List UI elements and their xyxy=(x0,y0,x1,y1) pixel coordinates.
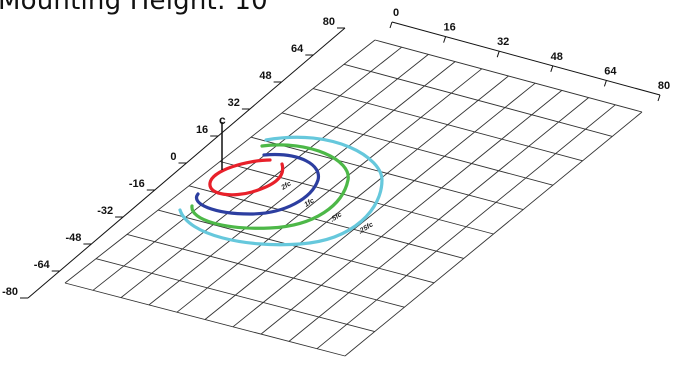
luminaire-pole: c xyxy=(219,113,226,170)
grid-line-vertical xyxy=(204,75,509,320)
left-axis-tick-label: -64 xyxy=(34,259,51,271)
left-axis-tick-label: -16 xyxy=(129,178,145,190)
left-axis-tick-label: -48 xyxy=(65,232,81,244)
grid-line-vertical xyxy=(316,104,616,350)
ground-grid xyxy=(64,39,643,357)
top-axis-tick xyxy=(550,65,554,72)
contour-line xyxy=(208,158,285,197)
contour-line xyxy=(194,152,320,216)
pole-label: c xyxy=(219,113,226,127)
grid-line-vertical xyxy=(120,54,429,298)
top-axis-tick-label: 0 xyxy=(393,7,399,19)
left-axis-tick-label: 80 xyxy=(323,16,335,28)
top-axis-tick xyxy=(603,80,607,87)
top-axis-tick-label: 64 xyxy=(604,65,617,77)
grid-line-vertical xyxy=(64,39,376,284)
contour-label: 2fc xyxy=(280,180,293,192)
axis-labels: 0 16 32 48 64 80 80 64 48 32 16 0 -16 -32 -48 -64 -80 xyxy=(2,7,670,298)
left-axis-tick-label: 0 xyxy=(170,151,176,163)
top-axis-tick-label: 80 xyxy=(658,80,670,92)
top-axis-tick xyxy=(443,36,447,43)
top-axis-tick xyxy=(496,51,500,58)
grid-line-vertical xyxy=(288,97,589,342)
left-axis-tick-label: -80 xyxy=(2,286,18,298)
top-axis-tick-label: 32 xyxy=(497,36,509,48)
left-axis-tick-label: 32 xyxy=(228,97,240,109)
top-axis-tick xyxy=(657,94,661,102)
grid-line-vertical xyxy=(232,82,536,328)
left-axis-tick-label: 64 xyxy=(291,43,304,55)
page-title: Mounting Height: 10 xyxy=(0,0,268,16)
grid-line-vertical xyxy=(344,111,643,357)
grid-line-vertical xyxy=(260,90,563,335)
axes xyxy=(20,21,661,299)
grid-line-vertical xyxy=(176,68,483,313)
top-axis-tick-label: 48 xyxy=(551,51,563,63)
top-axis-line xyxy=(391,21,661,96)
grid-line-vertical xyxy=(92,46,402,291)
top-axis-tick-label: 16 xyxy=(443,22,455,34)
top-axis-tick xyxy=(389,21,393,29)
grid-line-vertical xyxy=(148,61,456,306)
left-axis-tick-label: -32 xyxy=(97,205,113,217)
left-axis-tick-label: 48 xyxy=(259,70,271,82)
left-axis-tick-label: 16 xyxy=(196,124,208,136)
contour-label: 1fc xyxy=(303,197,315,208)
contour-label: .5fc xyxy=(329,211,343,223)
contour-line xyxy=(190,143,350,230)
contour-line xyxy=(178,135,384,247)
